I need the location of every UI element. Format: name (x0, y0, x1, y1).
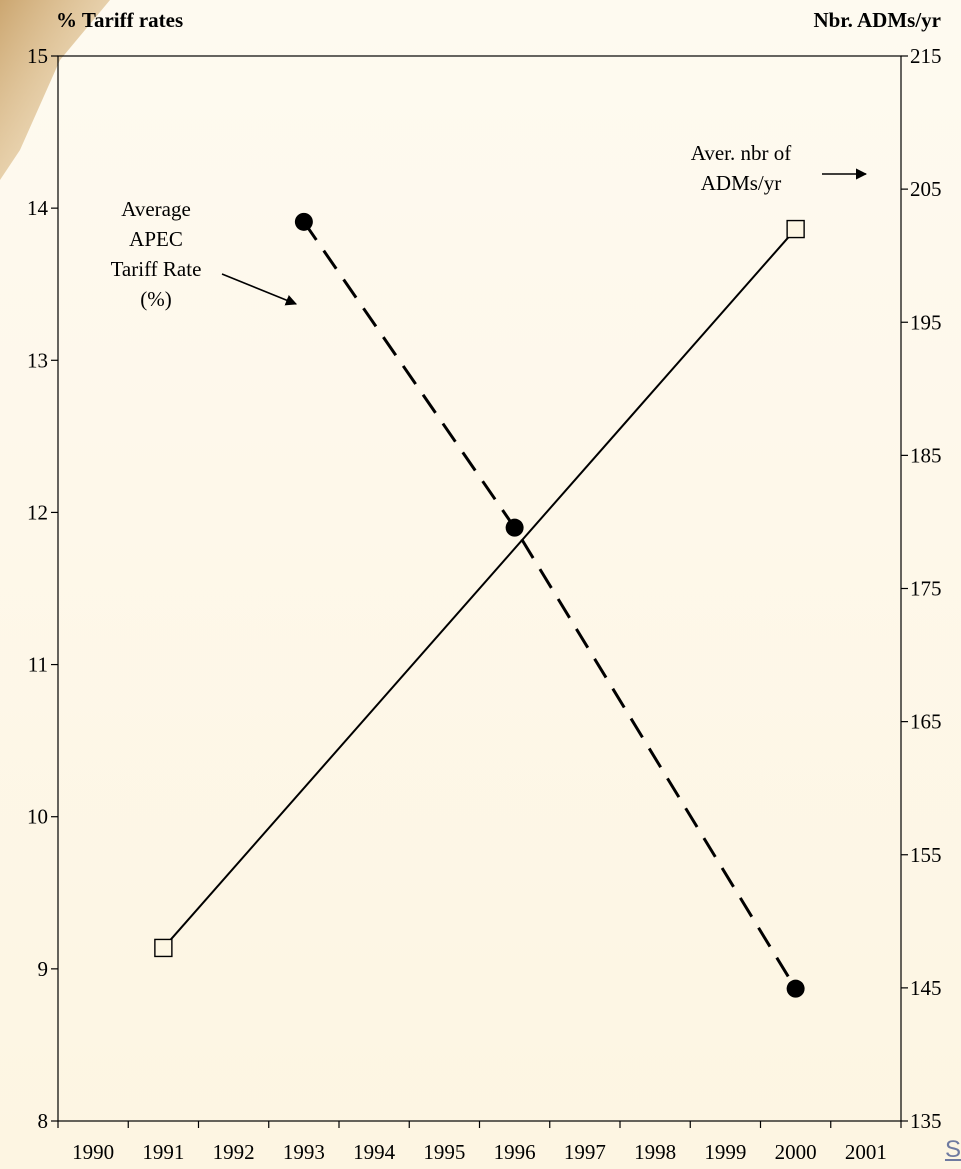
annotation-0-line: APEC (129, 227, 183, 251)
x-tick-label: 1997 (564, 1140, 606, 1164)
right-tick-label: 145 (910, 976, 942, 1000)
x-tick-label: 1992 (213, 1140, 255, 1164)
series-1-line (162, 228, 797, 949)
x-tick-label: 1994 (353, 1140, 396, 1164)
left-tick-label: 9 (38, 957, 49, 981)
x-tick-label: 1990 (72, 1140, 114, 1164)
right-axis: 135 145 155 165 175 185 195 205 215 (901, 44, 942, 1133)
right-tick-label: 215 (910, 44, 942, 68)
x-tick-label: 2000 (775, 1140, 817, 1164)
right-tick-label: 175 (910, 577, 942, 601)
annotation-0-arrow (221, 273, 298, 306)
x-tick-label: 1999 (704, 1140, 746, 1164)
x-tick-label: 2001 (845, 1140, 887, 1164)
right-tick-label: 185 (910, 443, 942, 467)
right-axis-title: Nbr. ADMs/yr (813, 8, 941, 32)
x-tick-label: 1991 (142, 1140, 184, 1164)
x-tick-label: 1993 (283, 1140, 325, 1164)
annotation-0-line: Tariff Rate (111, 257, 202, 281)
right-tick-label: 165 (910, 710, 942, 734)
series-0-point (505, 518, 524, 537)
annotation-layer: Average APEC Tariff Rate (%) Aver. nbr of ADM… (111, 141, 868, 311)
right-tick-label: 155 (910, 843, 942, 867)
left-tick-label: 13 (27, 348, 48, 372)
x-tick-label: 1996 (494, 1140, 536, 1164)
series-0-point (786, 979, 805, 998)
series-0-point (294, 212, 313, 231)
left-tick-label: 8 (38, 1109, 49, 1133)
left-tick-label: 12 (27, 500, 48, 524)
series-1-point (786, 219, 805, 239)
left-tick-label: 10 (27, 805, 48, 829)
annotation-1-line: Aver. nbr of (691, 141, 792, 165)
left-axis: 8 9 10 11 12 13 14 15 (27, 44, 58, 1133)
right-tick-label: 205 (910, 177, 942, 201)
x-axis: 1990 1991 1992 1993 1994 1995 1996 1997 1998 1999… (57, 1121, 902, 1164)
right-tick-label: 195 (910, 310, 942, 334)
annotation-0-line: (%) (140, 287, 171, 311)
series-layer (154, 212, 805, 998)
x-tick-label: 1998 (634, 1140, 676, 1164)
left-tick-label: 11 (28, 653, 48, 677)
series-0-line (302, 220, 797, 990)
left-tick-label: 15 (27, 44, 48, 68)
annotation-0-line: Average (121, 197, 191, 221)
x-tick-label: 1995 (423, 1140, 465, 1164)
left-axis-title: % Tariff rates (56, 8, 183, 32)
series-1-point (154, 938, 173, 958)
annotation-1-line: ADMs/yr (701, 171, 782, 195)
corner-accent (0, 0, 110, 180)
right-tick-label: 135 (910, 1109, 942, 1133)
left-tick-label: 14 (27, 196, 49, 220)
source-link[interactable]: S (944, 1136, 961, 1163)
